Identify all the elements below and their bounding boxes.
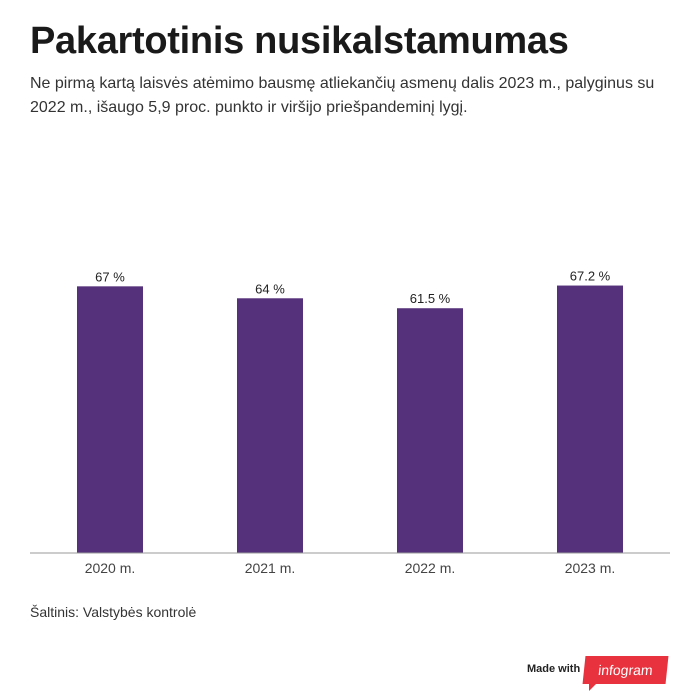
- x-tick-label-0: 2020 m.: [85, 560, 136, 576]
- x-tick-label-3: 2023 m.: [565, 560, 616, 576]
- data-label-0: 67 %: [95, 269, 125, 284]
- source-note: Šaltinis: Valstybės kontrolė: [30, 604, 197, 620]
- data-labels-group: 67 % 64 % 61.5 % 67.2 %: [95, 269, 610, 307]
- infogram-badge[interactable]: Made with infogram: [527, 656, 672, 691]
- data-label-1: 64 %: [255, 281, 285, 296]
- x-tick-labels-group: 2020 m. 2021 m. 2022 m. 2023 m.: [85, 560, 616, 576]
- chart-title: Pakartotinis nusikalstamumas: [30, 20, 569, 62]
- x-tick-label-1: 2021 m.: [245, 560, 296, 576]
- infogram-logo: infogram: [582, 656, 669, 684]
- infogram-logo-tail: [589, 683, 597, 691]
- made-with-text: Made with: [527, 663, 581, 675]
- chart-subtitle: Ne pirmą kartą laisvės atėmimo bausmę at…: [30, 75, 655, 116]
- data-label-3: 67.2 %: [570, 269, 611, 284]
- bar-0[interactable]: [77, 286, 143, 553]
- data-label-2: 61.5 %: [410, 291, 451, 306]
- bar-2[interactable]: [397, 308, 463, 553]
- bars-group: [77, 285, 623, 553]
- bar-3[interactable]: [557, 285, 623, 553]
- bar-1[interactable]: [237, 298, 303, 553]
- x-tick-label-2: 2022 m.: [405, 560, 456, 576]
